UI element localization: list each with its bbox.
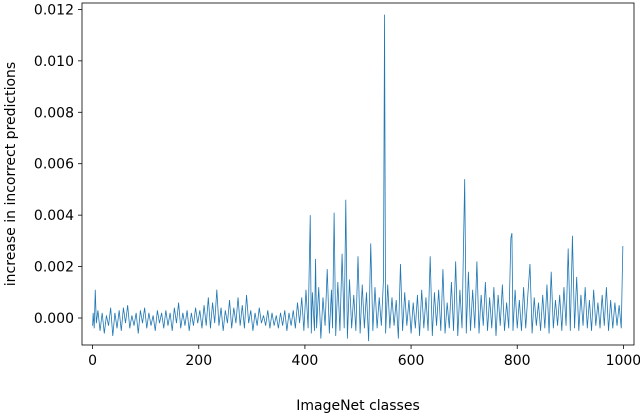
y-tick-label: 0.008 <box>34 105 74 121</box>
x-tick-label: 600 <box>398 353 425 369</box>
y-tick-label: 0.000 <box>34 311 74 327</box>
x-tick-label: 0 <box>88 353 97 369</box>
y-tick-label: 0.002 <box>34 260 74 276</box>
x-tick-label: 200 <box>185 353 212 369</box>
y-tick-label: 0.010 <box>34 54 74 70</box>
series-line-0 <box>92 14 624 342</box>
series-layer <box>92 14 624 342</box>
y-axis: 0.000 0.002 0.004 0.006 0.008 0.010 0.012 <box>34 2 82 327</box>
x-tick-label: 400 <box>292 353 319 369</box>
x-axis: 0 200 400 600 800 1000 <box>88 345 640 369</box>
y-tick-label: 0.006 <box>34 157 74 173</box>
x-tick-label: 800 <box>504 353 531 369</box>
y-axis-label: increase in incorrect predictions <box>3 62 19 286</box>
plot-area <box>81 2 635 346</box>
y-tick-label: 0.012 <box>34 2 74 18</box>
x-axis-label: ImageNet classes <box>296 398 420 413</box>
y-tick-label: 0.004 <box>34 208 74 224</box>
x-tick-label: 1000 <box>606 353 640 369</box>
